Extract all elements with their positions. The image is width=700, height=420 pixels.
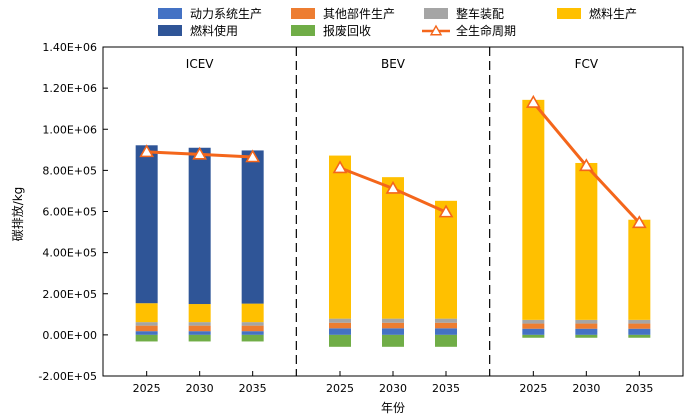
x-tick-label: 2035	[625, 382, 653, 395]
x-tick-label: 2025	[519, 382, 547, 395]
lifecycle-point	[525, 94, 541, 108]
lifecycle-point	[192, 146, 208, 160]
bar-segment	[382, 318, 404, 323]
bar-segment	[628, 328, 651, 335]
bar-segment	[241, 322, 264, 326]
bar-segment	[522, 334, 545, 338]
legend-label: 整车装配	[456, 6, 504, 21]
y-axis-title: 碳排放/kg	[10, 187, 25, 242]
y-tick-label: 0.00E+00	[42, 329, 97, 342]
bar-segment	[382, 177, 404, 319]
bar-segment	[575, 323, 598, 329]
bar-segment	[382, 334, 404, 347]
legend-label: 动力系统生产	[190, 7, 262, 21]
panel-title: BEV	[381, 57, 406, 71]
bar-segment	[382, 322, 404, 329]
x-tick-label: 2025	[326, 382, 354, 395]
bar-segment	[329, 322, 351, 329]
bar-segment	[435, 322, 457, 329]
panel-title: ICEV	[186, 57, 215, 71]
legend-swatch	[291, 8, 315, 19]
bar-segment	[241, 334, 264, 342]
y-tick-label: 6.00E+05	[42, 206, 97, 219]
bar-segment	[575, 319, 598, 324]
plot-area: -2.00E+05 0.00E+00 2.00E+05 4.00E+05 6.00E+0…	[38, 41, 684, 395]
legend-label: 燃料使用	[190, 23, 238, 38]
x-tick-label: 2035	[239, 382, 267, 395]
bar-segment	[329, 155, 351, 319]
y-tick-label: 4.00E+05	[42, 247, 97, 260]
bar-segment	[329, 318, 351, 323]
bar-segment	[522, 99, 545, 320]
bar-segment	[241, 150, 264, 304]
lifecycle-point	[139, 144, 155, 158]
bar-segment	[135, 334, 158, 342]
x-tick-label: 2030	[186, 382, 214, 395]
lifecycle-point	[578, 158, 594, 172]
bar-segment	[628, 219, 651, 320]
bar-segment	[628, 323, 651, 329]
y-tick-label: -2.00E+05	[38, 370, 97, 383]
bar-segment	[135, 331, 158, 335]
lifecycle-point	[245, 149, 261, 163]
bar-segment	[435, 334, 457, 347]
bar-segment	[628, 319, 651, 324]
bar-segment	[329, 334, 351, 347]
y-tick-label: 1.00E+06	[42, 123, 97, 136]
bar-segment	[135, 303, 158, 323]
bar-segment	[575, 328, 598, 335]
bar-segment	[382, 328, 404, 335]
panel-title: FCV	[575, 57, 599, 71]
bar-segment	[241, 325, 264, 332]
bar-segment	[188, 304, 211, 323]
bar-segment	[188, 331, 211, 335]
x-tick-label: 2030	[379, 382, 407, 395]
bar-segment	[329, 328, 351, 335]
y-tick-label: 1.20E+06	[42, 82, 97, 95]
legend-label: 报废回收	[323, 23, 371, 38]
lifecycle-point	[385, 180, 401, 194]
lifecycle-point	[631, 215, 647, 229]
lifecycle-point	[438, 204, 454, 218]
bar-segment	[435, 328, 457, 335]
bar-segment	[435, 318, 457, 323]
bar-segment	[522, 328, 545, 335]
bar-segment	[575, 334, 598, 338]
legend-marker	[429, 24, 443, 36]
bar-segment	[575, 162, 598, 320]
bar-segment	[188, 147, 211, 305]
legend-swatch	[158, 8, 182, 19]
x-tick-label: 2030	[572, 382, 600, 395]
y-tick-label: 8.00E+05	[42, 164, 97, 177]
y-tick-label: 2.00E+05	[42, 288, 97, 301]
legend-label: 其他部件生产	[323, 6, 395, 21]
x-axis-title: 年份	[381, 401, 405, 415]
bar-segment	[628, 334, 651, 338]
bar-segment	[188, 322, 211, 326]
bar-segment	[135, 325, 158, 332]
bar-segment	[135, 145, 158, 304]
bar-segment	[135, 322, 158, 326]
legend-swatch	[291, 25, 315, 36]
bar-segment	[522, 319, 545, 324]
legend-label: 燃料生产	[589, 6, 637, 21]
bar-segment	[241, 331, 264, 335]
y-tick-label: 1.40E+06	[42, 41, 97, 54]
x-tick-label: 2025	[133, 382, 161, 395]
bar-segment	[241, 303, 264, 323]
bar-segment	[522, 323, 545, 329]
lifecycle-point	[332, 160, 348, 174]
bar-segment	[188, 325, 211, 332]
legend-swatch	[158, 25, 182, 36]
legend-swatch	[424, 8, 448, 19]
bar-segment	[188, 334, 211, 342]
x-tick-label: 2035	[432, 382, 460, 395]
legend-label: 全生命周期	[456, 23, 516, 38]
bar-segment	[435, 200, 457, 319]
legend-swatch	[557, 8, 581, 19]
